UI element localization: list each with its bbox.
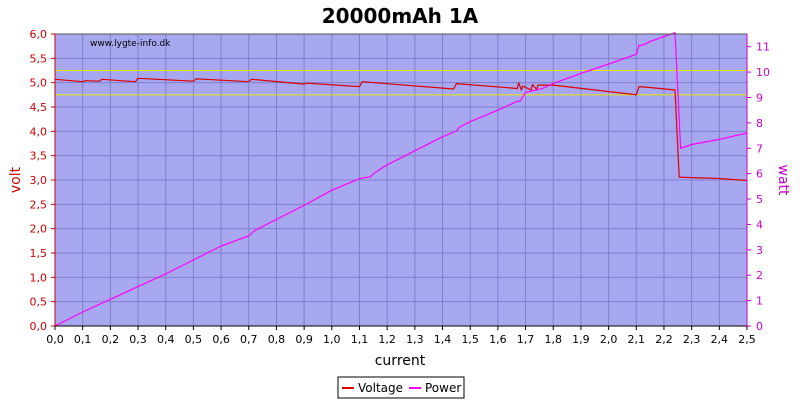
y-axis-right-label: watt <box>775 164 791 196</box>
y-right-tick-label: 7 <box>756 142 763 155</box>
x-tick-label: 2,1 <box>628 333 646 346</box>
legend: Voltage Power <box>337 376 465 399</box>
x-tick-label: 1,8 <box>544 333 562 346</box>
legend-voltage-label: Voltage <box>358 381 403 395</box>
y-right-tick-label: 2 <box>756 269 763 282</box>
y-right-tick-label: 0 <box>756 320 763 333</box>
x-tick-label: 2,0 <box>600 333 618 346</box>
x-tick-label: 1,9 <box>572 333 590 346</box>
y-axis-left: 0,0 0,5 1,0 1,5 2,0 2,5 3,0 3,5 4,0 4,5 5,0 5,5 6,0 <box>30 28 56 333</box>
x-axis: 0,0 0,1 0,2 0,3 0,4 0,5 0,6 0,7 0,8 0,9 1,0 1,1 1,2 1… <box>46 325 756 346</box>
x-tick-label: 2,3 <box>683 333 701 346</box>
y-left-tick-label: 0,5 <box>30 296 48 309</box>
grid-lines <box>54 33 748 327</box>
y-right-tick-label: 3 <box>756 244 763 257</box>
watermark-text: www.lygte-info.dk <box>90 39 171 49</box>
y-axis-right: 0 1 2 3 4 5 6 7 8 9 10 11 <box>746 34 770 333</box>
x-tick-label: 0,9 <box>295 333 313 346</box>
y-left-tick-label: 3,0 <box>30 174 48 187</box>
y-right-tick-label: 5 <box>756 193 763 206</box>
legend-power-label: Power <box>425 381 461 395</box>
y-left-tick-label: 0,0 <box>30 320 48 333</box>
y-right-tick-label: 4 <box>756 218 763 231</box>
y-left-tick-label: 1,0 <box>30 271 48 284</box>
y-left-tick-label: 6,0 <box>30 28 48 41</box>
y-left-tick-label: 2,5 <box>30 198 48 211</box>
y-left-tick-label: 4,0 <box>30 125 48 138</box>
x-tick-label: 1,0 <box>323 333 341 346</box>
x-tick-label: 0,1 <box>74 333 92 346</box>
x-tick-label: 1,3 <box>406 333 424 346</box>
x-tick-label: 0,8 <box>268 333 286 346</box>
y-left-tick-label: 4,5 <box>30 101 48 114</box>
x-tick-label: 0,0 <box>46 333 64 346</box>
x-tick-label: 1,7 <box>517 333 535 346</box>
series-lines <box>54 32 748 327</box>
series-line-voltage <box>54 77 748 182</box>
y-left-tick-label: 3,5 <box>30 150 48 163</box>
y-right-tick-label: 8 <box>756 117 763 130</box>
y-left-tick-label: 1,5 <box>30 247 48 260</box>
x-tick-label: 0,6 <box>212 333 230 346</box>
x-tick-label: 0,5 <box>185 333 203 346</box>
y-right-tick-label: 9 <box>756 91 763 104</box>
y-right-tick-label: 6 <box>756 168 763 181</box>
x-tick-label: 2,5 <box>738 333 756 346</box>
legend-box <box>337 376 465 399</box>
y-right-tick-label: 1 <box>756 295 763 308</box>
x-tick-label: 2,4 <box>711 333 729 346</box>
y-left-tick-label: 5,5 <box>30 52 48 65</box>
y-axis-left-label: volt <box>8 166 24 193</box>
x-tick-label: 0,4 <box>157 333 175 346</box>
x-tick-label: 1,2 <box>378 333 396 346</box>
x-tick-label: 0,7 <box>240 333 258 346</box>
y-left-tick-label: 2,0 <box>30 223 48 236</box>
x-tick-label: 2,2 <box>655 333 673 346</box>
series-line-power <box>54 32 748 327</box>
x-tick-label: 0,2 <box>102 333 120 346</box>
y-right-tick-label: 11 <box>756 41 770 54</box>
y-left-tick-label: 5,0 <box>30 77 48 90</box>
x-tick-label: 1,4 <box>434 333 452 346</box>
y-right-tick-label: 10 <box>756 66 770 79</box>
chart-title: 20000mAh 1A <box>322 4 479 28</box>
x-axis-label: current <box>375 353 426 369</box>
x-tick-label: 1,5 <box>461 333 479 346</box>
x-tick-label: 1,1 <box>351 333 369 346</box>
x-tick-label: 1,6 <box>489 333 507 346</box>
x-tick-label: 0,3 <box>129 333 147 346</box>
